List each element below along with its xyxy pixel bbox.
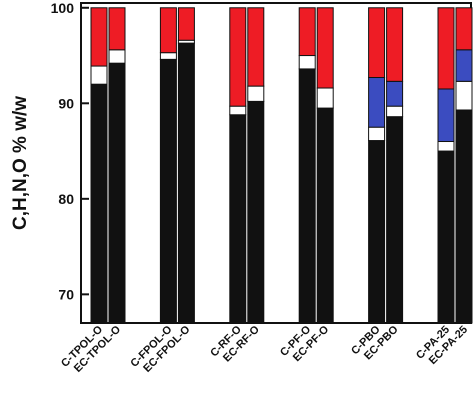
bar-segment-C-C-PBO	[368, 140, 386, 324]
bar-segment-O-EC-PF-O	[316, 7, 334, 89]
bar-segment-H-EC-PA-25	[455, 80, 473, 111]
bar-segment-N-C-PA-25	[437, 88, 455, 143]
bar-segment-C-C-TPOL-O	[90, 83, 108, 324]
bar-segment-H-C-PA-25	[437, 141, 455, 152]
plot-frame	[80, 2, 472, 324]
bar-segment-H-C-PBO	[368, 126, 386, 142]
bar-segment-N-EC-PBO	[386, 80, 404, 107]
bar-segment-H-EC-PBO	[386, 105, 404, 118]
y-tick-label: 80	[58, 191, 74, 207]
bar-segment-H-C-FPOL-O	[159, 52, 177, 60]
bar-segment-O-C-TPOL-O	[90, 7, 108, 67]
bar-segment-O-C-PF-O	[298, 7, 316, 57]
bar-segment-C-C-FPOL-O	[159, 58, 177, 324]
bars-layer	[90, 7, 473, 324]
bar-segment-O-EC-TPOL-O	[108, 7, 126, 51]
bar-segment-O-C-PBO	[368, 7, 386, 79]
bar-segment-O-EC-PBO	[386, 7, 404, 82]
bar-segment-O-C-RF-O	[229, 7, 247, 107]
bar-segment-C-EC-PA-25	[455, 109, 473, 324]
bar-segment-C-EC-TPOL-O	[108, 62, 126, 324]
bar-segment-C-C-RF-O	[229, 114, 247, 324]
bar-segment-H-EC-TPOL-O	[108, 49, 126, 64]
y-tick-label: 70	[58, 286, 74, 302]
bar-segment-C-C-PA-25	[437, 150, 455, 324]
bar-segment-O-EC-PA-25	[455, 7, 473, 51]
bar-segment-O-C-PA-25	[437, 7, 455, 90]
bar-segment-H-EC-RF-O	[247, 85, 265, 102]
bar-segment-O-EC-RF-O	[247, 7, 265, 87]
y-axis-title: C,H,N,O % w/w	[10, 96, 31, 230]
bar-segment-C-EC-FPOL-O	[177, 42, 195, 324]
bar-segment-H-EC-PF-O	[316, 87, 334, 109]
bar-segment-C-EC-PBO	[386, 116, 404, 324]
bar-segment-H-C-TPOL-O	[90, 65, 108, 85]
bar-segment-N-EC-PA-25	[455, 49, 473, 82]
bar-segment-H-C-PF-O	[298, 55, 316, 70]
bar-segment-O-C-FPOL-O	[159, 7, 177, 54]
bar-segment-C-EC-PF-O	[316, 107, 334, 324]
bar-segment-N-C-PBO	[368, 77, 386, 128]
y-tick-label: 100	[51, 0, 75, 16]
bar-segment-C-C-PF-O	[298, 68, 316, 324]
y-axis: 70 80 90 100	[51, 0, 89, 302]
bar-segment-H-C-RF-O	[229, 105, 247, 116]
x-axis-category-labels: C-TPOL-OEC-TPOL-O C-FPOL-OEC-FPOL-O C-RF-O…	[59, 323, 470, 375]
bar-segment-O-EC-FPOL-O	[177, 7, 195, 41]
bar-segment-C-EC-RF-O	[247, 100, 265, 324]
y-tick-label: 90	[58, 95, 74, 111]
